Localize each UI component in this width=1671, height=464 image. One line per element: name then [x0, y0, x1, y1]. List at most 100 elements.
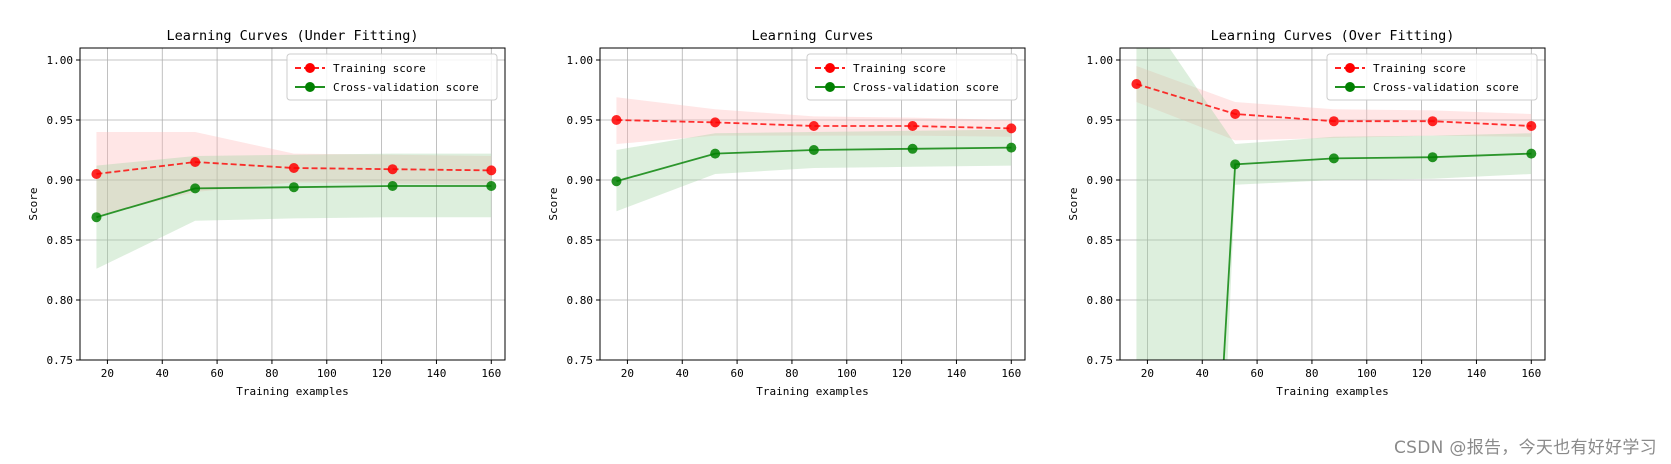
y-tick-label: 1.00 [567, 54, 594, 67]
y-tick-label: 0.85 [1087, 234, 1114, 247]
data-point [91, 212, 102, 223]
axes-frame [599, 47, 1026, 361]
data-point [1328, 153, 1339, 164]
x-tick-label: 120 [1412, 367, 1432, 380]
data-point [1006, 123, 1017, 134]
legend-label: Training score [333, 62, 426, 75]
x-tick-label: 80 [785, 367, 798, 380]
x-axis-label: Training examples [1276, 385, 1389, 398]
data-point [611, 176, 622, 187]
y-tick-label: 0.90 [47, 174, 74, 187]
x-tick-label: 80 [1305, 367, 1318, 380]
x-tick-label: 100 [1357, 367, 1377, 380]
data-point [907, 121, 918, 131]
x-tick-label: 160 [1001, 367, 1021, 380]
confidence-band [96, 132, 492, 216]
chart-over-fitting: 20 40 60 80 100 120 140 160 0.75 0.80 0.85 0.90 0.95… [1067, 28, 1546, 398]
legend-label: Cross-validation score [333, 81, 479, 94]
y-tick-label: 0.75 [1087, 354, 1114, 367]
legend-label: Training score [853, 62, 946, 75]
x-tick-label: 100 [837, 367, 857, 380]
legend: Training score Cross-validation score [286, 53, 498, 101]
chart-title: Learning Curves (Under Fitting) [167, 28, 419, 44]
ticks: 20 40 60 80 100 120 140 160 0.75 0.80 0.85 0.90 0.95… [567, 54, 1022, 380]
x-tick-label: 60 [730, 367, 743, 380]
x-tick-label: 120 [372, 367, 392, 380]
data-point [611, 115, 622, 125]
data-point [288, 163, 299, 173]
series-line [616, 119, 1012, 130]
x-tick-label: 20 [101, 367, 114, 380]
x-tick-label: 20 [621, 367, 634, 380]
x-tick-label: 160 [481, 367, 501, 380]
x-tick-label: 40 [156, 367, 169, 380]
plot-area [611, 97, 1017, 212]
confidence-band [1136, 48, 1532, 360]
legend-marker [1345, 82, 1355, 92]
y-tick-label: 1.00 [47, 54, 74, 67]
data-point [387, 181, 398, 191]
x-tick-label: 140 [947, 367, 967, 380]
legend-marker [825, 82, 835, 92]
y-tick-label: 0.75 [567, 354, 594, 367]
x-tick-label: 40 [676, 367, 689, 380]
data-point [1526, 148, 1537, 159]
x-tick-label: 80 [265, 367, 278, 380]
watermark-text: CSDN @报告，今天也有好好学习 [1394, 438, 1657, 458]
plot-area [91, 132, 497, 269]
data-point [387, 164, 398, 175]
legend-marker [305, 82, 315, 92]
data-point [91, 169, 102, 179]
legend: Training score Cross-validation score [806, 53, 1018, 101]
chart-title: Learning Curves [752, 28, 874, 44]
data-point [190, 183, 201, 194]
x-tick-label: 100 [317, 367, 337, 380]
x-tick-label: 120 [892, 367, 912, 380]
legend-box [806, 53, 1018, 101]
legend-label: Cross-validation score [853, 81, 999, 94]
legend-label: Training score [1373, 62, 1466, 75]
x-tick-label: 160 [1521, 367, 1541, 380]
y-tick-label: 0.95 [1087, 114, 1114, 127]
y-axis-label: Score [547, 187, 560, 220]
x-tick-label: 60 [210, 367, 223, 380]
chart-learning-curves: 20 40 60 80 100 120 140 160 0.75 0.80 0.85 0.90 0.95… [547, 28, 1026, 398]
x-axis-label: Training examples [756, 385, 869, 398]
legend-box [286, 53, 498, 101]
confidence-band [616, 129, 1012, 212]
legend-box [1326, 53, 1538, 101]
data-point [486, 165, 497, 176]
y-tick-label: 0.80 [47, 294, 74, 307]
y-tick-label: 0.90 [567, 174, 594, 187]
ticks: 20 40 60 80 100 120 140 160 0.75 0.80 0.85 0.90 0.95… [1087, 54, 1542, 380]
axes-frame [79, 47, 506, 361]
data-point [190, 157, 201, 167]
x-tick-label: 140 [1467, 367, 1487, 380]
chart-under-fitting: 20 40 60 80 100 120 140 160 0.75 0.80 0.85 0.90 0.95… [27, 28, 506, 398]
legend: Training score Cross-validation score [1326, 53, 1538, 101]
legend-marker [825, 63, 835, 73]
data-point [1526, 121, 1537, 131]
data-point [907, 143, 918, 154]
y-tick-label: 0.80 [567, 294, 594, 307]
y-axis-label: Score [27, 187, 40, 220]
x-tick-label: 140 [427, 367, 447, 380]
axes-frame [1119, 47, 1546, 361]
data-point [808, 145, 819, 155]
chart-title: Learning Curves (Over Fitting) [1211, 28, 1455, 44]
data-point [1427, 116, 1438, 127]
legend-label: Cross-validation score [1373, 81, 1519, 94]
x-axis-label: Training examples [236, 385, 349, 398]
x-tick-label: 20 [1141, 367, 1154, 380]
y-axis-label: Score [1067, 187, 1080, 220]
y-tick-label: 0.85 [47, 234, 74, 247]
confidence-band [616, 97, 1012, 144]
data-point [486, 181, 497, 191]
x-tick-label: 60 [1250, 367, 1263, 380]
ticks: 20 40 60 80 100 120 140 160 0.75 0.80 0.85 0.90 0.95… [47, 54, 502, 380]
y-tick-label: 0.85 [567, 234, 594, 247]
data-point [1131, 79, 1142, 89]
legend-marker [1345, 63, 1355, 73]
data-point [710, 117, 721, 128]
y-tick-label: 0.90 [1087, 174, 1114, 187]
